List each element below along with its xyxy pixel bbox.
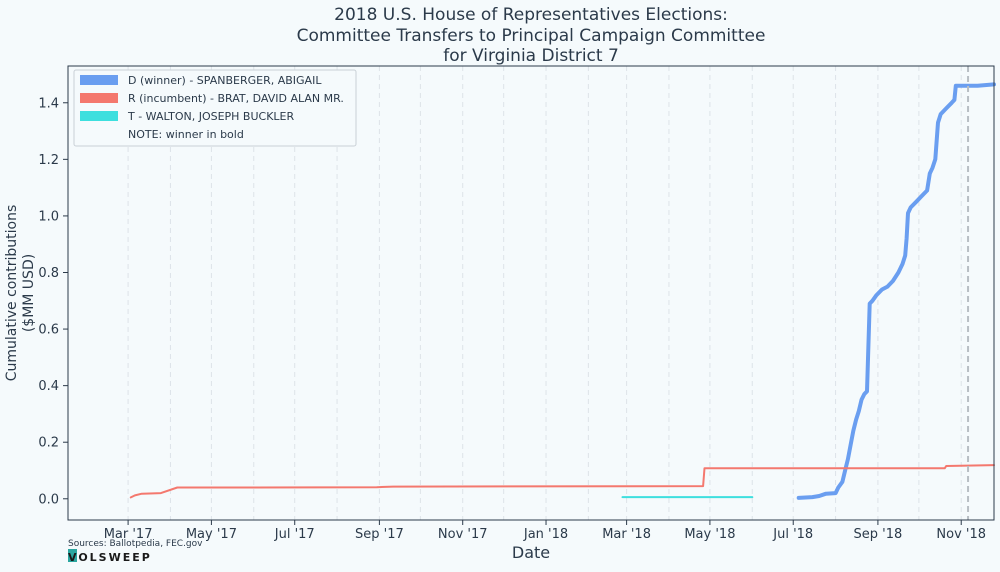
legend-box <box>73 69 357 147</box>
legend-note: NOTE: winner in bold <box>128 128 244 141</box>
x-tick-label: Nov '17 <box>438 527 488 542</box>
brand-logo-mark <box>68 549 77 562</box>
x-tick-label: Sep '17 <box>355 527 404 542</box>
legend-swatch-walton <box>80 111 118 121</box>
sources-note: Sources: Ballotpedia, FEC.gov <box>68 539 203 549</box>
y-axis-label-line-1: Cumulative contributions <box>4 205 20 382</box>
y-tick-label: 0.8 <box>38 266 59 281</box>
x-tick-label: Jan '18 <box>523 527 568 542</box>
x-tick-label: Mar '18 <box>602 527 651 542</box>
y-tick-label: 1.2 <box>38 153 59 168</box>
x-tick-label: Jul '18 <box>772 527 813 542</box>
brand-logo-text: VOLSWEEP <box>68 551 152 564</box>
y-tick-label: 1.0 <box>38 209 59 224</box>
y-axis-label-line-2: ($MM USD) <box>21 254 37 332</box>
chart-title-line-1: 2018 U.S. House of Representatives Elect… <box>334 5 728 25</box>
legend-swatch-spanberger <box>80 75 118 85</box>
series-layer <box>129 82 996 500</box>
y-tick-label: 0.0 <box>38 492 59 507</box>
x-tick-label: Jul '17 <box>274 527 315 542</box>
legend: D (winner) - SPANBERGER, ABIGAIL R (incu… <box>73 69 357 147</box>
x-tick-label: May '18 <box>684 527 735 542</box>
x-tick-label: Nov '18 <box>936 527 986 542</box>
x-tick-label: Sep '18 <box>854 527 903 542</box>
y-axis-label: Cumulative contributions ($MM USD) <box>4 205 37 382</box>
series-line-1 <box>129 464 995 499</box>
y-tick-label: 0.6 <box>38 323 59 338</box>
y-tick-label: 0.4 <box>38 379 59 394</box>
legend-swatch-brat <box>80 93 118 103</box>
legend-label-walton: T - WALTON, JOSEPH BUCKLER <box>127 110 295 123</box>
x-tick-label: Mar '17 <box>104 527 153 542</box>
chart-title-line-2: Committee Transfers to Principal Campaig… <box>297 26 766 46</box>
legend-label-spanberger: D (winner) - SPANBERGER, ABIGAIL <box>128 74 322 87</box>
y-tick-label: 1.4 <box>38 96 59 111</box>
x-tick-label: May '17 <box>186 527 237 542</box>
plot-frame <box>67 65 995 521</box>
brand-logo: VOLSWEEP <box>68 549 152 564</box>
x-axis-label: Date <box>512 543 550 562</box>
legend-label-brat: R (incumbent) - BRAT, DAVID ALAN MR. <box>128 92 344 105</box>
y-tick-label: 0.2 <box>38 436 59 451</box>
series-line-0 <box>796 82 996 500</box>
chart-title-line-3: for Virginia District 7 <box>443 46 619 66</box>
x-axis-ticks: Mar '17 May '17 Jul '17 Sep '17 Nov '17 Jan '… <box>104 520 986 542</box>
y-axis-ticks: 0.0 0.2 0.4 0.6 0.8 1.0 1.2 1.4 <box>38 96 68 507</box>
chart-title: 2018 U.S. House of Representatives Elect… <box>297 5 766 66</box>
